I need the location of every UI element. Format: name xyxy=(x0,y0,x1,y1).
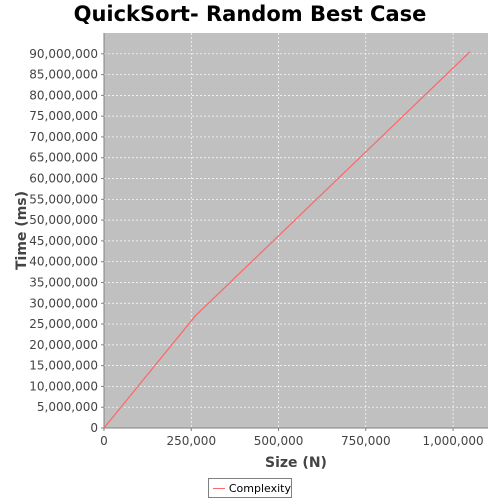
y-tick-label: 0 xyxy=(90,421,98,435)
series-layer xyxy=(103,51,471,429)
y-tick-label: 75,000,000 xyxy=(29,109,98,123)
x-tick-label: 750,000 xyxy=(341,434,391,448)
x-tick-label: 1,000,000 xyxy=(423,434,484,448)
y-tick-label: 55,000,000 xyxy=(29,192,98,206)
y-tick-label: 90,000,000 xyxy=(29,47,98,61)
y-tick-label: 45,000,000 xyxy=(29,234,98,248)
y-tick-label: 20,000,000 xyxy=(29,338,98,352)
axes: 0 5,000,000 10,000,000 15,000,000 20,000,000… xyxy=(29,33,488,448)
y-tick-label: 30,000,000 xyxy=(29,296,98,310)
y-tick-label: 35,000,000 xyxy=(29,275,98,289)
x-tick-label: 0 xyxy=(100,434,108,448)
y-tick-label: 5,000,000 xyxy=(37,400,98,414)
y-tick-label: 25,000,000 xyxy=(29,317,98,331)
x-axis-title: Size (N) xyxy=(265,455,327,471)
x-tick-label: 500,000 xyxy=(254,434,304,448)
x-tick-label: 250,000 xyxy=(166,434,216,448)
y-tick-label: 40,000,000 xyxy=(29,255,98,269)
legend: Complexity xyxy=(208,478,292,498)
legend-label-complexity: Complexity xyxy=(228,481,291,495)
y-tick-label: 50,000,000 xyxy=(29,213,98,227)
plot-area xyxy=(104,33,488,428)
series-line-complexity xyxy=(103,51,471,429)
y-tick-label: 60,000,000 xyxy=(29,172,98,186)
chart-title: QuickSort- Random Best Case xyxy=(73,2,427,26)
legend-swatch-complexity xyxy=(213,487,225,489)
y-tick-label: 10,000,000 xyxy=(29,379,98,393)
y-tick-label: 85,000,000 xyxy=(29,68,98,82)
y-axis-title: Time (ms) xyxy=(14,191,30,270)
y-tick-label: 65,000,000 xyxy=(29,151,98,165)
y-tick-label: 70,000,000 xyxy=(29,130,98,144)
y-tick-label: 15,000,000 xyxy=(29,359,98,373)
y-tick-label: 80,000,000 xyxy=(29,88,98,102)
